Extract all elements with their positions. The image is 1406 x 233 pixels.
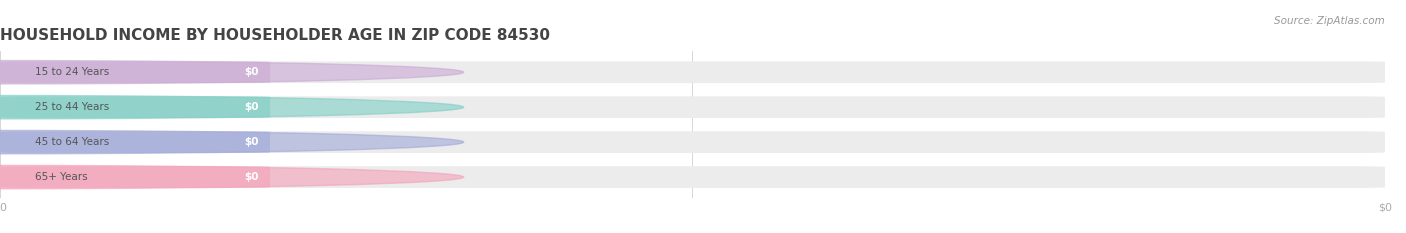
Circle shape — [0, 130, 464, 154]
Text: $0: $0 — [245, 102, 259, 112]
Text: $0: $0 — [245, 172, 259, 182]
Circle shape — [0, 61, 464, 84]
Text: 25 to 44 Years: 25 to 44 Years — [35, 102, 108, 112]
Text: 15 to 24 Years: 15 to 24 Years — [35, 67, 108, 77]
FancyBboxPatch shape — [0, 61, 1385, 83]
FancyBboxPatch shape — [0, 131, 1385, 153]
Text: $0: $0 — [245, 137, 259, 147]
FancyBboxPatch shape — [0, 61, 270, 83]
Text: $0: $0 — [245, 67, 259, 77]
FancyBboxPatch shape — [0, 166, 1385, 188]
Text: HOUSEHOLD INCOME BY HOUSEHOLDER AGE IN ZIP CODE 84530: HOUSEHOLD INCOME BY HOUSEHOLDER AGE IN Z… — [0, 28, 550, 43]
Text: 65+ Years: 65+ Years — [35, 172, 87, 182]
Circle shape — [0, 96, 464, 119]
FancyBboxPatch shape — [0, 166, 270, 188]
Circle shape — [0, 165, 464, 189]
Text: 45 to 64 Years: 45 to 64 Years — [35, 137, 108, 147]
Text: Source: ZipAtlas.com: Source: ZipAtlas.com — [1274, 16, 1385, 26]
FancyBboxPatch shape — [0, 131, 270, 153]
FancyBboxPatch shape — [0, 96, 270, 118]
FancyBboxPatch shape — [0, 96, 1385, 118]
